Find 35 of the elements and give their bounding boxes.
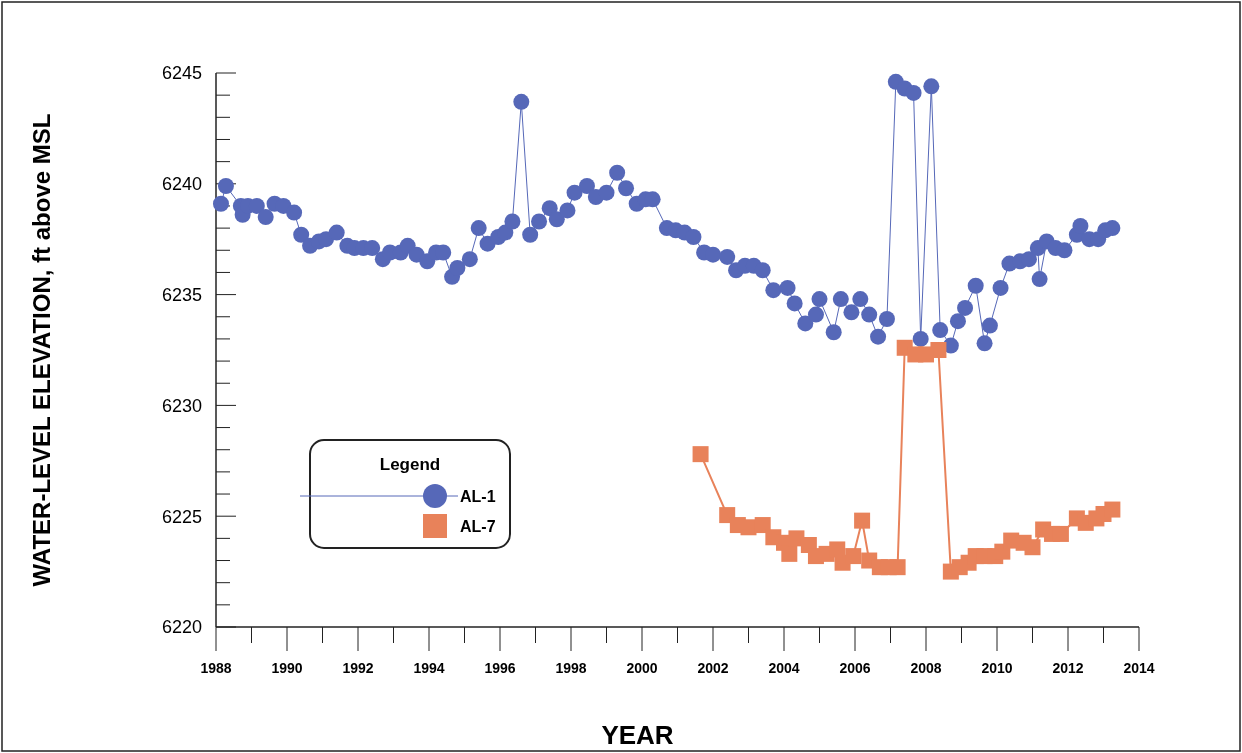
x-tick-label: 1994 — [413, 660, 445, 676]
point — [1052, 525, 1069, 542]
x-tick-label: 2014 — [1123, 660, 1155, 676]
x-tick-label: 1992 — [342, 660, 374, 676]
y-tick-label: 6225 — [161, 506, 202, 527]
point — [930, 342, 947, 358]
x-tick-label: 2004 — [768, 660, 800, 676]
x-tick-label: 2006 — [839, 660, 871, 676]
x-tick-label: 2008 — [910, 660, 942, 676]
y-axis-title: WATER-LEVEL ELEVATION, ft above MSL — [28, 113, 55, 587]
x-tick-label: 2010 — [981, 660, 1013, 676]
point — [1024, 539, 1041, 556]
legend-label: AL-1 — [460, 487, 496, 505]
point — [781, 545, 798, 562]
x-tick-label: 1996 — [484, 660, 516, 676]
legend-label: AL-7 — [460, 517, 496, 535]
x-tick-label: 2002 — [697, 660, 729, 676]
point — [1104, 501, 1121, 518]
x-tick-label: 1998 — [555, 660, 587, 676]
point — [889, 559, 906, 576]
y-tick-label: 6220 — [161, 617, 202, 638]
point — [845, 548, 862, 565]
x-tick-label: 1988 — [200, 660, 232, 676]
y-tick-label: 6235 — [161, 284, 202, 305]
x-axis-title: YEAR — [601, 720, 674, 750]
y-tick-label: 6230 — [161, 395, 202, 416]
legend-title: Legend — [379, 455, 441, 474]
point — [754, 517, 771, 534]
x-tick-label: 2000 — [626, 660, 658, 676]
x-tick-label: 2012 — [1052, 660, 1084, 676]
y-tick-label: 6240 — [161, 174, 202, 195]
point — [692, 446, 709, 463]
point — [854, 512, 871, 529]
x-tick-label: 1990 — [271, 660, 303, 676]
y-tick-label: 6245 — [161, 63, 202, 84]
